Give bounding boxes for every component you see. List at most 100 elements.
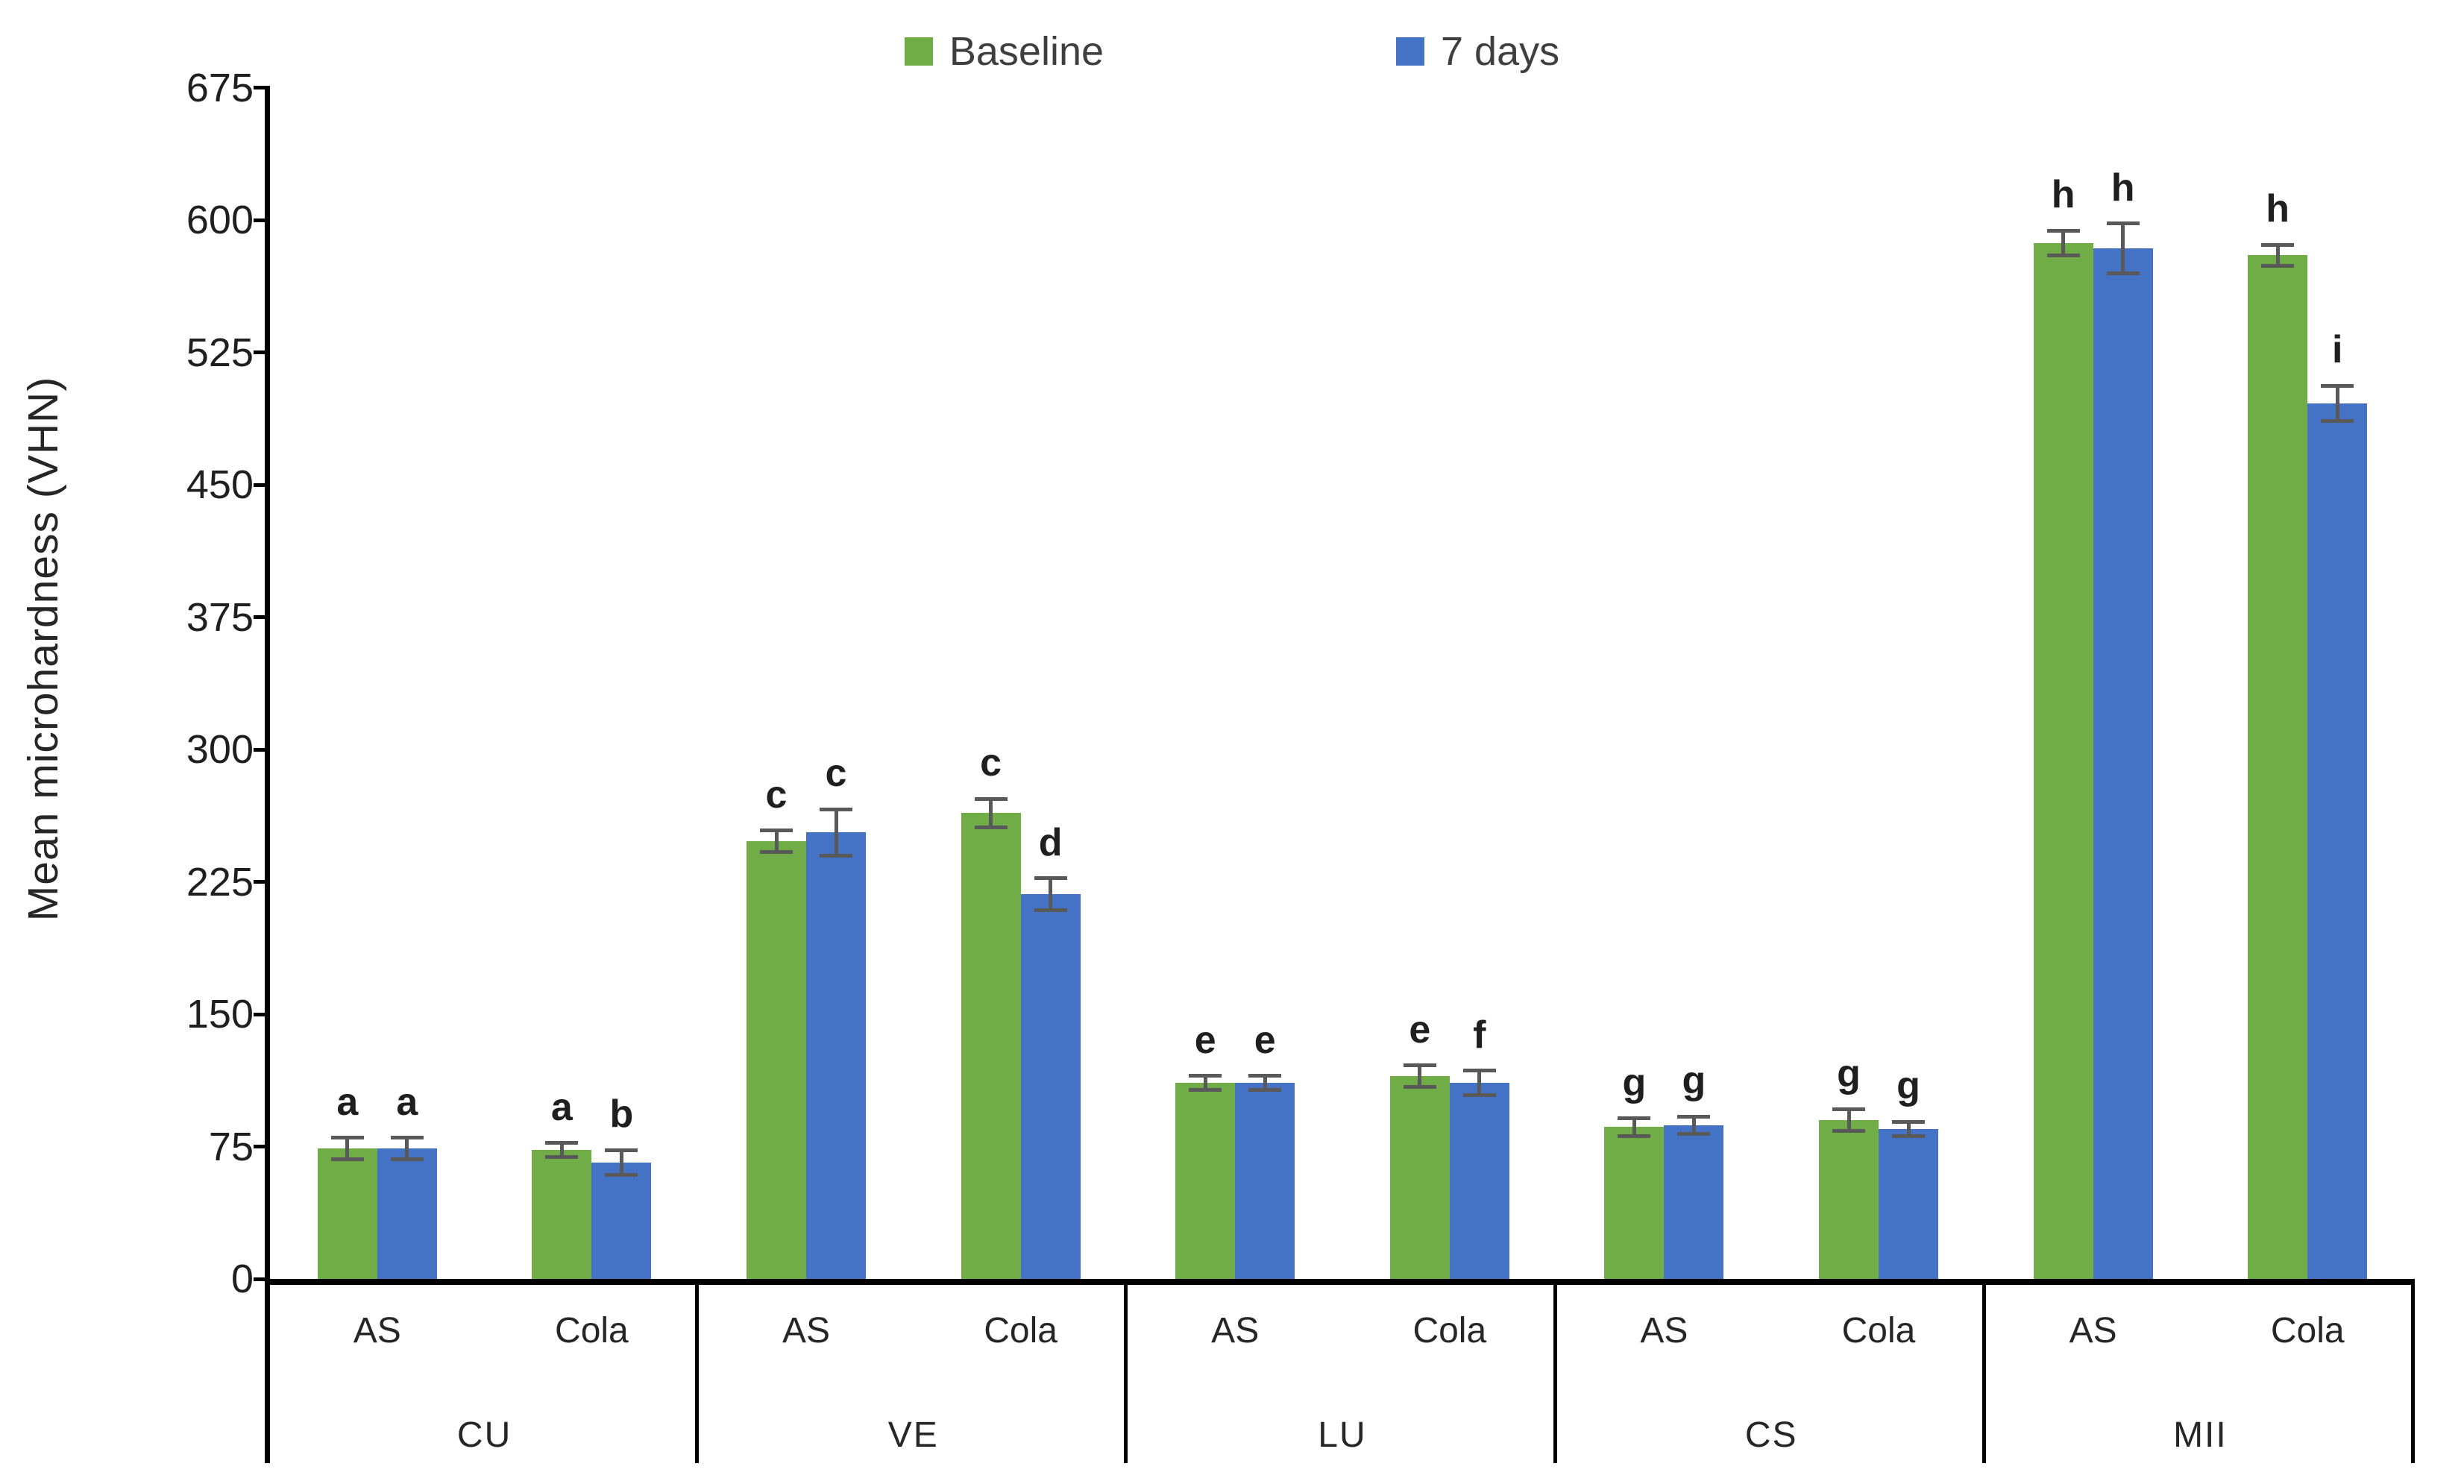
- significance-letter: h: [2266, 187, 2290, 231]
- error-bar-cap-top: [1403, 1063, 1436, 1068]
- significance-letter: h: [2051, 173, 2075, 217]
- error-bar-line: [619, 1150, 623, 1175]
- error-bar-line: [834, 809, 838, 855]
- bar-Baseline-VE-AS: [747, 841, 806, 1279]
- subcategory-label-as-LU: AS: [1211, 1311, 1260, 1351]
- y-tick-mark: [254, 86, 270, 89]
- error-bar-cap-top: [1677, 1114, 1711, 1119]
- error-bar-line: [1691, 1116, 1696, 1134]
- y-tick-label: 525: [186, 330, 254, 375]
- subcategory-label-cola-VE: Cola: [984, 1311, 1057, 1351]
- error-bar-cap-top: [2106, 221, 2140, 226]
- group-label-cs: CS: [1744, 1415, 1798, 1455]
- y-tick-label: 75: [208, 1124, 254, 1169]
- significance-letter: c: [825, 752, 847, 796]
- bar-Baseline-CU-Cola: [532, 1150, 592, 1279]
- significance-letter: a: [396, 1080, 418, 1124]
- error-bar-cap-top: [605, 1148, 638, 1152]
- chart-legend: Baseline 7 days: [0, 31, 2464, 72]
- bar-7days-CS-Cola: [1879, 1128, 1938, 1279]
- y-tick-label: 600: [186, 198, 254, 242]
- category-divider: [1124, 1279, 1128, 1463]
- error-bar-cap-bottom: [2321, 419, 2354, 424]
- y-tick-mark: [254, 350, 270, 354]
- bar-7days-CS-AS: [1664, 1125, 1724, 1279]
- category-divider: [265, 1279, 270, 1463]
- error-bar-cap-top: [545, 1141, 579, 1145]
- error-bar-cap-top: [1832, 1107, 1865, 1112]
- y-tick-mark: [254, 747, 270, 752]
- y-tick-label: 300: [186, 727, 254, 772]
- bar-7days-MII-Cola: [2307, 403, 2368, 1279]
- significance-letter: e: [1194, 1018, 1216, 1062]
- y-tick-label: 450: [186, 462, 254, 507]
- error-bar-line: [345, 1137, 350, 1160]
- legend-label-baseline: Baseline: [949, 29, 1104, 74]
- error-bar-cap-bottom: [2261, 264, 2295, 268]
- y-tick-mark: [254, 1145, 270, 1148]
- significance-letter: b: [609, 1092, 634, 1136]
- error-bar-cap-bottom: [1462, 1093, 1496, 1098]
- y-tick-label: 150: [186, 992, 254, 1037]
- significance-letter: a: [336, 1080, 359, 1124]
- error-bar-cap-bottom: [1248, 1088, 1282, 1092]
- error-bar-cap-bottom: [1189, 1088, 1222, 1092]
- error-bar-cap-top: [760, 829, 793, 833]
- y-axis-line: [265, 86, 270, 1280]
- error-bar-cap-bottom: [1403, 1084, 1436, 1089]
- significance-letter: c: [980, 741, 1002, 785]
- subcategory-label-cola-CS: Cola: [1841, 1311, 1916, 1351]
- significance-letter: e: [1409, 1007, 1431, 1051]
- bar-Baseline-CS-Cola: [1819, 1120, 1879, 1279]
- significance-letter: d: [1038, 820, 1063, 864]
- y-tick-mark: [254, 1012, 270, 1016]
- error-bar-cap-top: [820, 807, 852, 811]
- error-bar-cap-top: [1618, 1116, 1651, 1121]
- bar-Baseline-MII-AS: [2033, 242, 2093, 1279]
- legend-entry-baseline: Baseline: [904, 29, 1104, 74]
- bar-Baseline-VE-Cola: [961, 813, 1021, 1279]
- significance-letter: g: [1682, 1059, 1706, 1103]
- seven-days-swatch-icon: [1396, 37, 1425, 66]
- error-bar-line: [405, 1137, 409, 1160]
- category-divider: [1553, 1279, 1557, 1463]
- significance-letter: g: [1896, 1064, 1920, 1108]
- error-bar-cap-top: [1892, 1119, 1925, 1124]
- error-bar-cap-bottom: [2046, 253, 2080, 257]
- error-bar-line: [1418, 1065, 1422, 1087]
- group-label-lu: LU: [1318, 1415, 1367, 1455]
- error-bar-line: [2061, 230, 2066, 256]
- error-bar-line: [2275, 245, 2280, 266]
- category-divider: [695, 1279, 700, 1463]
- error-bar-line: [1477, 1070, 1482, 1095]
- error-bar-cap-bottom: [1892, 1134, 1925, 1138]
- error-bar-cap-bottom: [820, 853, 852, 858]
- error-bar-line: [1906, 1122, 1911, 1136]
- error-bar-cap-bottom: [330, 1157, 364, 1161]
- group-label-ve: VE: [887, 1415, 939, 1455]
- error-bar-cap-bottom: [545, 1155, 579, 1160]
- error-bar-line: [2121, 223, 2125, 273]
- bar-Baseline-MII-Cola: [2248, 255, 2308, 1279]
- y-tick-label: 225: [186, 859, 254, 905]
- y-tick-mark: [254, 482, 270, 487]
- error-bar-line: [1203, 1075, 1207, 1090]
- subcategory-label-as-CS: AS: [1640, 1311, 1688, 1351]
- error-bar-cap-bottom: [760, 849, 793, 854]
- error-bar-line: [989, 799, 993, 828]
- error-bar-cap-top: [330, 1136, 364, 1140]
- subcategory-label-as-CU: AS: [353, 1311, 401, 1351]
- error-bar-cap-bottom: [605, 1172, 638, 1177]
- error-bar-cap-bottom: [2106, 271, 2140, 275]
- error-bar-line: [559, 1142, 564, 1157]
- error-bar-cap-bottom: [1832, 1128, 1865, 1133]
- y-tick-mark: [254, 880, 270, 884]
- error-bar-cap-bottom: [1618, 1134, 1651, 1138]
- category-divider: [2411, 1279, 2415, 1463]
- significance-letter: f: [1473, 1013, 1486, 1057]
- subcategory-label-cola-MII: Cola: [2270, 1311, 2345, 1351]
- error-bar-cap-top: [1248, 1074, 1282, 1078]
- group-label-cu: CU: [456, 1415, 512, 1455]
- subcategory-label-as-VE: AS: [782, 1311, 830, 1351]
